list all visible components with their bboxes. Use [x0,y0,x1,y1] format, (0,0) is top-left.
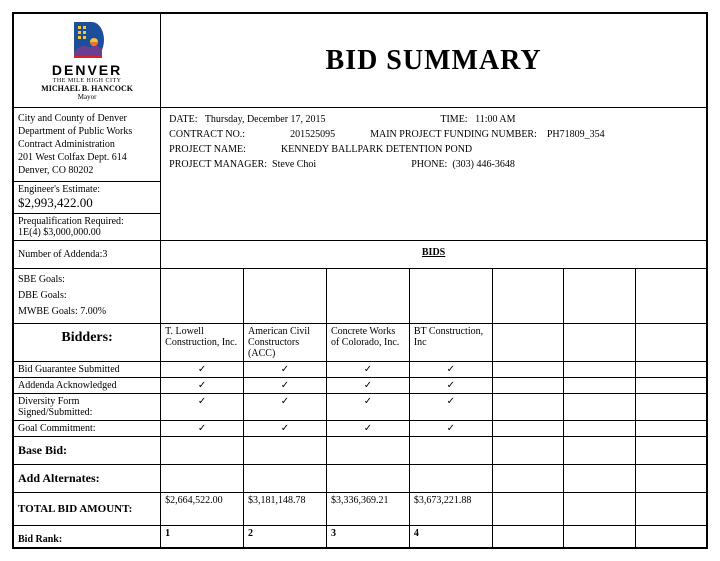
check-mark: ✓ [161,378,244,394]
check-mark: ✓ [161,394,244,421]
check-mark: ✓ [326,362,409,378]
checklist-label: Bid Guarantee Submitted [14,362,161,378]
rank-value: 3 [326,526,409,548]
table-row: Goal Commitment: ✓ ✓ ✓ ✓ [14,421,707,437]
base-bid-label: Base Bid: [14,437,161,465]
table-row: Bid Guarantee Submitted ✓ ✓ ✓ ✓ [14,362,707,378]
addr-line: Contract Administration [18,138,156,151]
pm-label: PROJECT MANAGER: [169,159,267,170]
funding-label: MAIN PROJECT FUNDING NUMBER: [370,129,537,140]
funding-value: PH71809_354 [547,129,605,140]
table-row: Addenda Acknowledged ✓ ✓ ✓ ✓ [14,378,707,394]
prequal-label: Prequalification Required: [18,216,156,227]
addr-line: 201 West Colfax Dept. 614 [18,151,156,164]
dbe-goals: DBE Goals: [18,288,156,304]
mayor-name: MICHAEL B. HANCOCK [20,84,154,93]
check-mark: ✓ [244,394,327,421]
rank-value: 2 [244,526,327,548]
total-value: $3,181,148.78 [244,493,327,526]
table-row: Diversity Form Signed/Submitted: ✓ ✓ ✓ ✓ [14,394,707,421]
alternates-label: Add Alternates: [14,465,161,493]
total-value: $3,673,221.88 [409,493,492,526]
addenda-count: Number of Addenda:3 [14,241,161,269]
rank-value: 4 [409,526,492,548]
estimate-value: $2,993,422.00 [18,195,156,211]
logo-cell: DENVER THE MILE HIGH CITY MICHAEL B. HAN… [14,14,161,108]
agency-address: City and County of Denver Department of … [14,108,161,182]
addr-line: Denver, CO 80202 [18,164,156,177]
project-name-value: KENNEDY BALLPARK DETENTION POND [281,144,472,155]
pm-value: Steve Choi [272,159,316,170]
date-value: Thursday, December 17, 2015 [205,114,326,125]
total-bid-label: TOTAL BID AMOUNT: [14,493,161,526]
brand-name: DENVER [20,62,154,78]
prequal-value: 1E(4) $3,000,000.00 [18,227,156,238]
phone-label: PHONE: [411,159,447,170]
check-mark: ✓ [244,378,327,394]
checklist-label: Goal Commitment: [14,421,161,437]
check-mark: ✓ [326,394,409,421]
check-mark: ✓ [326,421,409,437]
addr-line: Department of Public Works [18,125,156,138]
check-mark: ✓ [244,421,327,437]
check-mark: ✓ [244,362,327,378]
engineers-estimate: Engineer's Estimate: $2,993,422.00 [14,182,161,214]
phone-value: (303) 446-3648 [452,159,515,170]
bid-summary-sheet: DENVER THE MILE HIGH CITY MICHAEL B. HAN… [12,12,708,549]
bidder-name: BT Construction, Inc [409,324,492,362]
sbe-goals: SBE Goals: [18,272,156,288]
rank-value: 1 [161,526,244,548]
check-mark: ✓ [161,362,244,378]
addr-line: City and County of Denver [18,112,156,125]
mwbe-goals: MWBE Goals: 7.00% [18,304,156,320]
contract-no-label: CONTRACT NO.: [169,129,245,140]
mayor-title: Mayor [20,93,154,101]
bidders-label: Bidders: [14,324,161,362]
goals-cell: SBE Goals: DBE Goals: MWBE Goals: 7.00% [14,269,161,324]
prequalification: Prequalification Required: 1E(4) $3,000,… [14,214,161,241]
check-mark: ✓ [409,421,492,437]
checklist-label: Diversity Form Signed/Submitted: [14,394,161,421]
bid-rank-label: Bid Rank: [14,526,161,548]
bids-heading: BIDS [161,241,707,269]
estimate-label: Engineer's Estimate: [18,184,156,195]
denver-logo-icon [66,20,108,60]
project-name-label: PROJECT NAME: [169,144,246,155]
check-mark: ✓ [161,421,244,437]
bidder-name: American Civil Constructors (ACC) [244,324,327,362]
time-label: TIME: [440,114,467,125]
bidder-name: Concrete Works of Colorado, Inc. [326,324,409,362]
time-value: 11:00 AM [475,114,515,125]
check-mark: ✓ [409,378,492,394]
page-title: BID SUMMARY [161,14,707,108]
bidder-name: T. Lowell Construction, Inc. [161,324,244,362]
total-value: $3,336,369.21 [326,493,409,526]
checklist-label: Addenda Acknowledged [14,378,161,394]
check-mark: ✓ [326,378,409,394]
project-meta: DATE: Thursday, December 17, 2015 TIME: … [161,108,707,241]
check-mark: ✓ [409,362,492,378]
contract-no-value: 201525095 [290,129,335,140]
date-label: DATE: [169,114,197,125]
check-mark: ✓ [409,394,492,421]
total-value: $2,664,522.00 [161,493,244,526]
